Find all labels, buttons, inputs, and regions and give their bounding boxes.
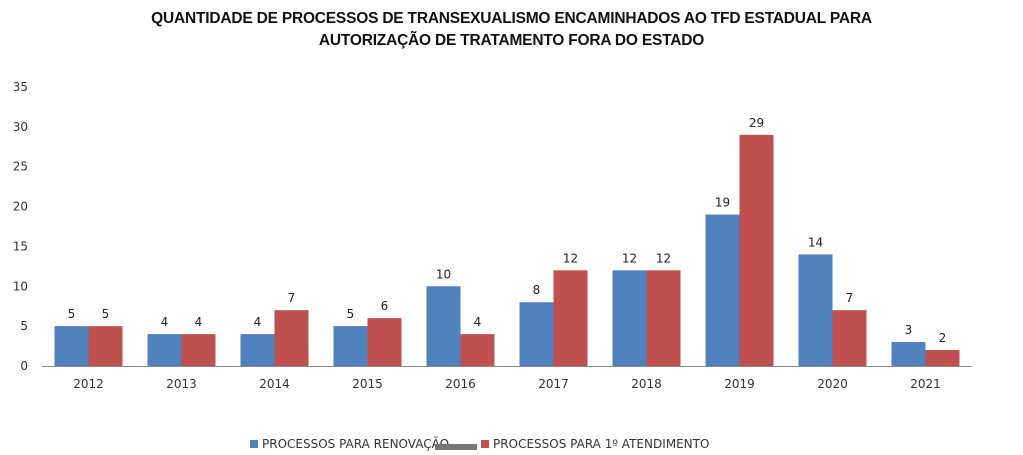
chart-title-line-2: AUTORIZAÇÃO DE TRATAMENTO FORA DO ESTADO (318, 32, 705, 49)
bar-primeiro-atendimento (367, 318, 402, 366)
y-tick-label: 30 (13, 120, 28, 134)
legend: PROCESSOS PARA RENOVAÇÃO PROCESSOS PARA … (250, 437, 709, 451)
data-label: 5 (68, 307, 76, 321)
y-tick-label: 5 (20, 319, 28, 333)
chart-title-line-1: QUANTIDADE DE PROCESSOS DE TRANSEXUALISM… (151, 10, 872, 27)
data-label: 14 (808, 235, 823, 249)
legend-swatch-renovacao (250, 440, 258, 448)
data-label: 4 (195, 315, 203, 329)
x-tick-label: 2014 (259, 377, 290, 391)
x-tick-label: 2021 (910, 377, 941, 391)
y-tick-label: 20 (13, 200, 28, 214)
data-label: 5 (102, 307, 110, 321)
bar-renovacao (426, 286, 461, 366)
y-tick-label: 10 (13, 279, 28, 293)
data-label: 12 (622, 251, 637, 265)
bar-renovacao (891, 342, 926, 366)
bar-primeiro-atendimento (739, 134, 774, 366)
y-tick-label: 15 (13, 239, 28, 253)
chart-title: QUANTIDADE DE PROCESSOS DE TRANSEXUALISM… (0, 8, 1023, 52)
bar-primeiro-atendimento (553, 270, 588, 366)
bar-primeiro-atendimento (88, 326, 123, 366)
bar-renovacao (705, 214, 740, 366)
data-label: 19 (715, 196, 730, 210)
data-label: 29 (749, 116, 764, 130)
data-label: 8 (533, 283, 541, 297)
data-label: 2 (939, 331, 947, 345)
data-label: 7 (288, 291, 296, 305)
data-label: 12 (656, 251, 671, 265)
bar-renovacao (798, 254, 833, 366)
y-tick-label: 35 (13, 80, 28, 94)
x-tick-label: 2012 (73, 377, 104, 391)
bar-primeiro-atendimento (646, 270, 681, 366)
y-tick-label: 0 (20, 359, 28, 373)
data-label: 4 (254, 315, 262, 329)
legend-item-renovacao: PROCESSOS PARA RENOVAÇÃO (250, 437, 449, 451)
legend-swatch-primeiro-atendimento (481, 440, 490, 448)
bar-renovacao (147, 334, 182, 366)
x-tick-label: 2015 (352, 377, 383, 391)
data-label: 10 (436, 267, 451, 281)
bar-renovacao (240, 334, 275, 366)
data-label: 7 (846, 291, 854, 305)
data-label: 12 (563, 251, 578, 265)
data-label: 6 (381, 299, 389, 313)
data-label: 5 (347, 307, 355, 321)
bar-renovacao (54, 326, 89, 366)
data-label: 4 (474, 315, 482, 329)
bar-renovacao (612, 270, 647, 366)
legend-label-primeiro-atendimento: PROCESSOS PARA 1º ATENDIMENTO (493, 437, 710, 451)
data-label: 3 (905, 323, 913, 337)
bar-primeiro-atendimento (181, 334, 216, 366)
bar-primeiro-atendimento (925, 350, 960, 366)
bar-primeiro-atendimento (832, 310, 867, 366)
bar-primeiro-atendimento (460, 334, 495, 366)
legend-item-primeiro-atendimento: PROCESSOS PARA 1º ATENDIMENTO (481, 437, 709, 451)
legend-overlay-bar (435, 444, 478, 450)
bar-renovacao (333, 326, 368, 366)
data-label: 4 (161, 315, 169, 329)
x-tick-label: 2019 (724, 377, 755, 391)
x-tick-label: 2018 (631, 377, 662, 391)
y-tick-label: 25 (13, 160, 28, 174)
legend-label-renovacao: PROCESSOS PARA RENOVAÇÃO (262, 437, 450, 451)
x-tick-label: 2013 (166, 377, 197, 391)
bar-primeiro-atendimento (274, 310, 309, 366)
bar-renovacao (519, 302, 554, 366)
x-tick-label: 2017 (538, 377, 569, 391)
x-tick-label: 2016 (445, 377, 476, 391)
x-tick-label: 2020 (817, 377, 848, 391)
